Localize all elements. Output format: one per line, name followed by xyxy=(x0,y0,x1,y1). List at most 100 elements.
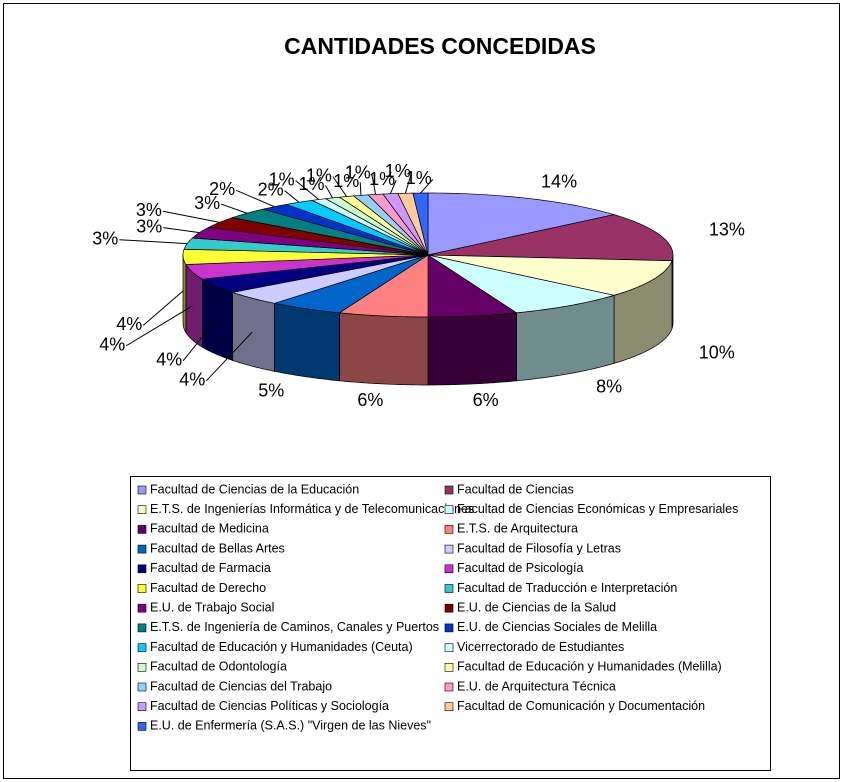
legend-swatch xyxy=(444,505,454,515)
legend-label: E.U. de Ciencias de la Salud xyxy=(457,600,616,614)
legend-swatch xyxy=(137,603,147,613)
legend-swatch xyxy=(137,544,147,554)
data-label: 8% xyxy=(596,377,622,397)
pie-sides xyxy=(182,254,674,386)
slice xyxy=(352,194,429,256)
legend-swatch xyxy=(137,485,147,495)
slice xyxy=(231,254,429,304)
legend-label: Facultad de Bellas Artes xyxy=(150,541,285,555)
data-label: 3% xyxy=(136,216,162,236)
data-label: 6% xyxy=(473,390,499,410)
slice xyxy=(427,214,674,262)
legend-swatch xyxy=(137,682,147,692)
legend-label: Facultad de Educación y Humanidades (Mel… xyxy=(457,660,722,674)
data-label: 4% xyxy=(116,314,142,334)
legend-label: E.U. de Enfermería (S.A.S.) "Virgen de l… xyxy=(150,719,431,733)
legend-label: Facultad de Ciencias xyxy=(457,482,574,496)
legend-swatch xyxy=(444,485,454,495)
legend-label: E.U. de Arquitectura Técnica xyxy=(457,679,616,693)
legend-label: Facultad de Ciencias Económicas y Empres… xyxy=(457,502,738,516)
data-label: 14% xyxy=(541,172,577,192)
data-label: 1% xyxy=(385,161,411,181)
legend-label: Facultad de Odontología xyxy=(150,660,287,674)
slice xyxy=(207,217,429,256)
leader-line xyxy=(404,172,413,194)
leader-line xyxy=(332,176,347,197)
data-label: 3% xyxy=(194,193,220,213)
legend-label: Facultad de Derecho xyxy=(150,581,266,595)
data-label: 3% xyxy=(92,228,118,248)
leader-line xyxy=(142,290,184,326)
legend-swatch xyxy=(444,544,454,554)
data-label: 13% xyxy=(709,220,745,240)
slice xyxy=(201,254,429,293)
slice xyxy=(427,254,615,314)
data-label: 4% xyxy=(156,350,182,370)
slice xyxy=(427,192,615,256)
slice xyxy=(285,200,429,256)
leader-line xyxy=(182,319,217,362)
leader-line xyxy=(284,190,300,203)
slice xyxy=(262,204,429,256)
legend-label: E.T.S. de Ingeniería de Caminos, Canales… xyxy=(150,620,439,634)
legend-label: Vicerrectorado de Estudiantes xyxy=(457,640,624,654)
data-label: 1% xyxy=(369,169,395,189)
legend-swatch xyxy=(137,662,147,672)
slice-side xyxy=(232,291,275,372)
legend-swatch xyxy=(137,722,147,731)
legend-label: Facultad de Ciencias de la Educación xyxy=(150,482,359,496)
legend-label: Facultad de Traducción e Interpretación xyxy=(457,581,677,595)
slice xyxy=(231,208,429,256)
slice xyxy=(427,254,518,318)
data-label: 1% xyxy=(345,163,371,183)
legend-swatch xyxy=(444,662,454,672)
data-label: 2% xyxy=(209,179,235,199)
leader-line xyxy=(125,305,193,347)
legend-label: E.U. de Trabajo Social xyxy=(150,600,274,614)
legend-label: Facultad de Comunicación y Documentación xyxy=(457,699,705,713)
legend-swatch xyxy=(137,505,147,515)
data-label: 10% xyxy=(699,343,735,363)
data-label: 2% xyxy=(258,179,284,199)
data-label: 3% xyxy=(136,200,162,220)
leader-line xyxy=(359,182,362,196)
legend-swatch xyxy=(444,603,454,613)
legend-swatch xyxy=(444,702,454,712)
slice-side xyxy=(427,312,517,386)
slice xyxy=(182,248,429,265)
chart-title: CANTIDADES CONCEDIDAS xyxy=(284,33,596,59)
legend-label: Facultad de Farmacia xyxy=(150,561,271,575)
data-label: 5% xyxy=(258,380,284,400)
slice-side xyxy=(339,312,429,386)
leader-line xyxy=(205,331,253,382)
leader-line xyxy=(235,189,275,208)
data-label: 1% xyxy=(269,169,295,189)
slice xyxy=(185,254,429,280)
data-label: 4% xyxy=(99,334,125,354)
data-label: 1% xyxy=(333,171,359,191)
legend-label: E.T.S. de Ingenierías Informática y de T… xyxy=(150,502,474,516)
legend-label: Facultad de Medicina xyxy=(150,522,269,536)
legend-swatch xyxy=(444,525,454,534)
data-label: 4% xyxy=(179,370,205,390)
legend-swatch xyxy=(137,643,147,652)
slice xyxy=(338,254,429,318)
legend-label: Facultad de Ciencias del Trabajo xyxy=(150,679,332,693)
legend-swatch xyxy=(137,525,147,534)
legend-swatch xyxy=(444,584,454,593)
slice xyxy=(382,193,429,256)
leader-line xyxy=(420,179,434,194)
legend-swatch xyxy=(137,584,147,593)
legend-swatch xyxy=(444,643,454,652)
slice xyxy=(274,254,429,314)
leader-line xyxy=(295,180,320,200)
data-label: 1% xyxy=(298,174,324,194)
pie-tops xyxy=(182,192,674,318)
leader-line xyxy=(119,239,188,245)
legend-label: Facultad de Ciencias Políticas y Sociolo… xyxy=(150,699,389,713)
data-label: 1% xyxy=(406,168,432,188)
slice-side xyxy=(182,254,187,334)
leader-line xyxy=(325,185,333,199)
leader-line xyxy=(220,203,248,214)
